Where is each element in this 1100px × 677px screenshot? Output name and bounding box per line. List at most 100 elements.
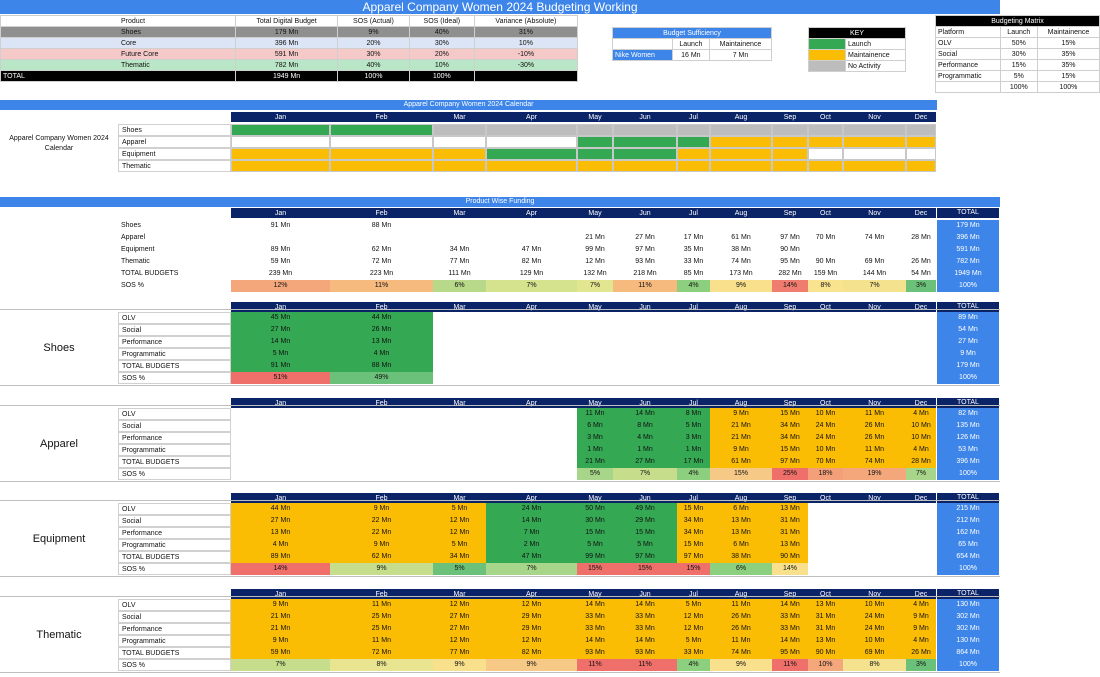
matrix-value: 15% bbox=[1036, 37, 1100, 49]
section-value bbox=[772, 336, 808, 348]
section-value: 29 Mn bbox=[486, 611, 577, 623]
summary-header: SOS (Actual) bbox=[337, 15, 410, 27]
calendar-cell bbox=[772, 124, 808, 136]
section-sos-value bbox=[486, 468, 577, 480]
month-header-feb: Feb bbox=[330, 589, 433, 599]
month-header-apr: Apr bbox=[486, 589, 577, 599]
month-header-mar: Mar bbox=[433, 589, 486, 599]
section-value: 17 Mn bbox=[677, 456, 710, 468]
section-value bbox=[330, 444, 433, 456]
section-value bbox=[231, 444, 330, 456]
section-value bbox=[843, 527, 906, 539]
section-sos-total: 100% bbox=[937, 372, 999, 384]
section-value: 14 Mn bbox=[613, 408, 677, 420]
section-row-label: Programmatic bbox=[118, 635, 231, 647]
section-row-label: TOTAL BUDGETS bbox=[118, 551, 231, 563]
summary-total-label: TOTAL bbox=[0, 70, 236, 82]
funding-sos-value: 8% bbox=[808, 280, 843, 292]
funding-sos-value: 14% bbox=[772, 280, 808, 292]
section-value bbox=[906, 312, 936, 324]
calendar-cell bbox=[677, 136, 710, 148]
section-value: 14 Mn bbox=[231, 336, 330, 348]
section-value: 5 Mn bbox=[677, 635, 710, 647]
funding-value: 282 Mn bbox=[778, 270, 802, 277]
month-header-jan: Jan bbox=[231, 208, 330, 218]
month-header-jul: Jul bbox=[677, 589, 710, 599]
section-value: 4 Mn bbox=[231, 539, 330, 551]
section-value: 27 Mn bbox=[433, 611, 486, 623]
funding-value bbox=[906, 244, 936, 256]
month-header-jan: Jan bbox=[231, 493, 330, 503]
funding-value: 218 Mn bbox=[633, 270, 657, 277]
funding-row-label: Shoes bbox=[121, 222, 141, 229]
summary-header: Total Digital Budget bbox=[234, 15, 339, 27]
section-value bbox=[808, 503, 843, 515]
section-value: 59 Mn bbox=[231, 647, 330, 659]
funding-sos-value: 3% bbox=[906, 280, 936, 292]
section-value bbox=[613, 336, 677, 348]
section-value: 4 Mn bbox=[906, 599, 936, 611]
funding-value: 33 Mn bbox=[683, 258, 704, 265]
month-header-dec: Dec bbox=[906, 589, 936, 599]
section-value bbox=[843, 312, 906, 324]
section-value: 24 Mn bbox=[486, 503, 577, 515]
funding-sos-value: 7% bbox=[843, 280, 906, 292]
key-title: KEY bbox=[808, 27, 906, 39]
funding-value bbox=[808, 220, 843, 232]
section-value: 11 Mn bbox=[843, 408, 906, 420]
month-header-nov: Nov bbox=[843, 112, 906, 122]
funding-value: 159 Mn bbox=[813, 270, 838, 277]
table-row: Launch bbox=[808, 38, 906, 50]
section-value bbox=[486, 456, 577, 468]
funding-value: 26 Mn bbox=[911, 258, 931, 265]
section-value: 69 Mn bbox=[843, 647, 906, 659]
section-sos-label: SOS % bbox=[118, 563, 231, 575]
section-total: 89 Mn bbox=[937, 312, 999, 324]
section-value bbox=[843, 324, 906, 336]
section-value: 33 Mn bbox=[772, 623, 808, 635]
section-value: 5 Mn bbox=[433, 503, 486, 515]
month-header-nov: Nov bbox=[843, 208, 906, 218]
calendar-cell bbox=[486, 136, 577, 148]
funding-value bbox=[231, 232, 330, 244]
funding-value: 88 Mn bbox=[371, 222, 392, 229]
funding-value: 111 Mn bbox=[448, 270, 471, 277]
month-header-feb: Feb bbox=[330, 112, 433, 122]
funding-value: 62 Mn bbox=[371, 246, 392, 253]
month-header-sep: Sep bbox=[772, 302, 808, 312]
section-sos-value: 51% bbox=[231, 372, 330, 384]
section-row-label: Programmatic bbox=[118, 348, 231, 360]
sufficiency-value: 7 Mn bbox=[708, 49, 773, 61]
section-sos-value: 49% bbox=[330, 372, 433, 384]
section-value: 4 Mn bbox=[906, 635, 936, 647]
calendar-cell bbox=[677, 160, 710, 172]
section-value: 50 Mn bbox=[577, 503, 613, 515]
section-value bbox=[577, 312, 613, 324]
matrix-value: 30% bbox=[999, 48, 1038, 60]
section-total: 54 Mn bbox=[937, 324, 999, 336]
month-header-jun: Jun bbox=[613, 302, 677, 312]
funding-value bbox=[843, 244, 906, 256]
section-value: 10 Mn bbox=[843, 599, 906, 611]
section-value bbox=[486, 420, 577, 432]
funding-value bbox=[677, 220, 710, 232]
month-header-jan: Jan bbox=[231, 302, 330, 312]
section-row-label: Performance bbox=[118, 527, 231, 539]
month-header-jul: Jul bbox=[677, 208, 710, 218]
section-row-label: Social bbox=[118, 515, 231, 527]
section-value bbox=[906, 336, 936, 348]
section-value bbox=[433, 324, 486, 336]
section-value: 47 Mn bbox=[486, 551, 577, 563]
table-row: No Activity bbox=[808, 60, 906, 72]
month-header-may: May bbox=[577, 398, 613, 408]
matrix-header: Maintainence bbox=[1036, 26, 1100, 38]
section-value: 90 Mn bbox=[808, 647, 843, 659]
calendar-cell bbox=[486, 160, 577, 172]
sufficiency-header: Launch bbox=[671, 38, 710, 50]
section-value: 9 Mn bbox=[906, 611, 936, 623]
section-value: 5 Mn bbox=[677, 599, 710, 611]
table-row: Core 396 Mn 20% 30% 10% bbox=[0, 37, 579, 49]
section-value: 15 Mn bbox=[577, 527, 613, 539]
section-sos-value bbox=[433, 372, 486, 384]
funding-row-label: Thematic bbox=[121, 258, 150, 265]
